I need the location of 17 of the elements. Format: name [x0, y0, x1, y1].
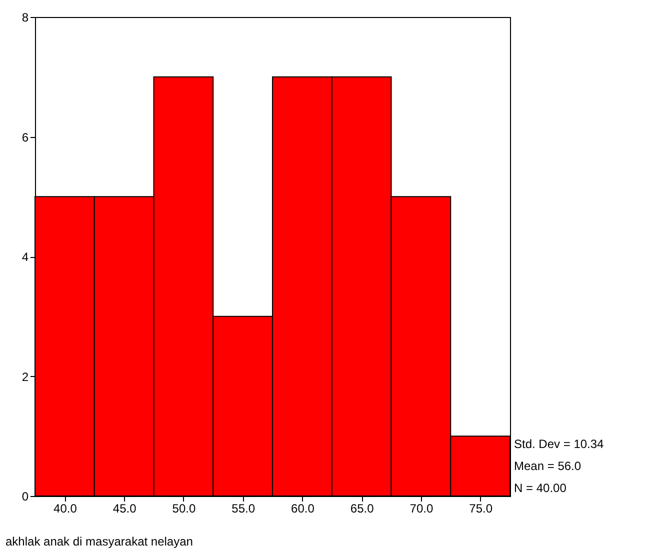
x-tick-label: 70.0 [410, 502, 434, 516]
text: Std. Dev = 10.34 [514, 437, 604, 451]
x-tick-label: 40.0 [54, 502, 78, 516]
x-tick-label: 45.0 [112, 502, 137, 516]
y-tick-label: 8 [22, 10, 29, 24]
x-tick-label: 55.0 [232, 502, 256, 516]
y-tick-label: 4 [22, 250, 29, 264]
x-tick-label: 75.0 [469, 502, 493, 516]
text: Mean = 56.0 [514, 459, 582, 473]
x-tick-label: 50.0 [172, 502, 196, 516]
text: N = 40.00 [514, 481, 567, 495]
y-tick-label: 2 [22, 370, 29, 384]
x-tick-label: 60.0 [291, 502, 315, 516]
x-tick-label: 65.0 [350, 502, 374, 516]
y-tick-label: 0 [22, 490, 29, 504]
y-tick-label: 6 [22, 130, 29, 144]
x-axis-title: akhlak anak di masyarakat nelayan [6, 534, 193, 548]
